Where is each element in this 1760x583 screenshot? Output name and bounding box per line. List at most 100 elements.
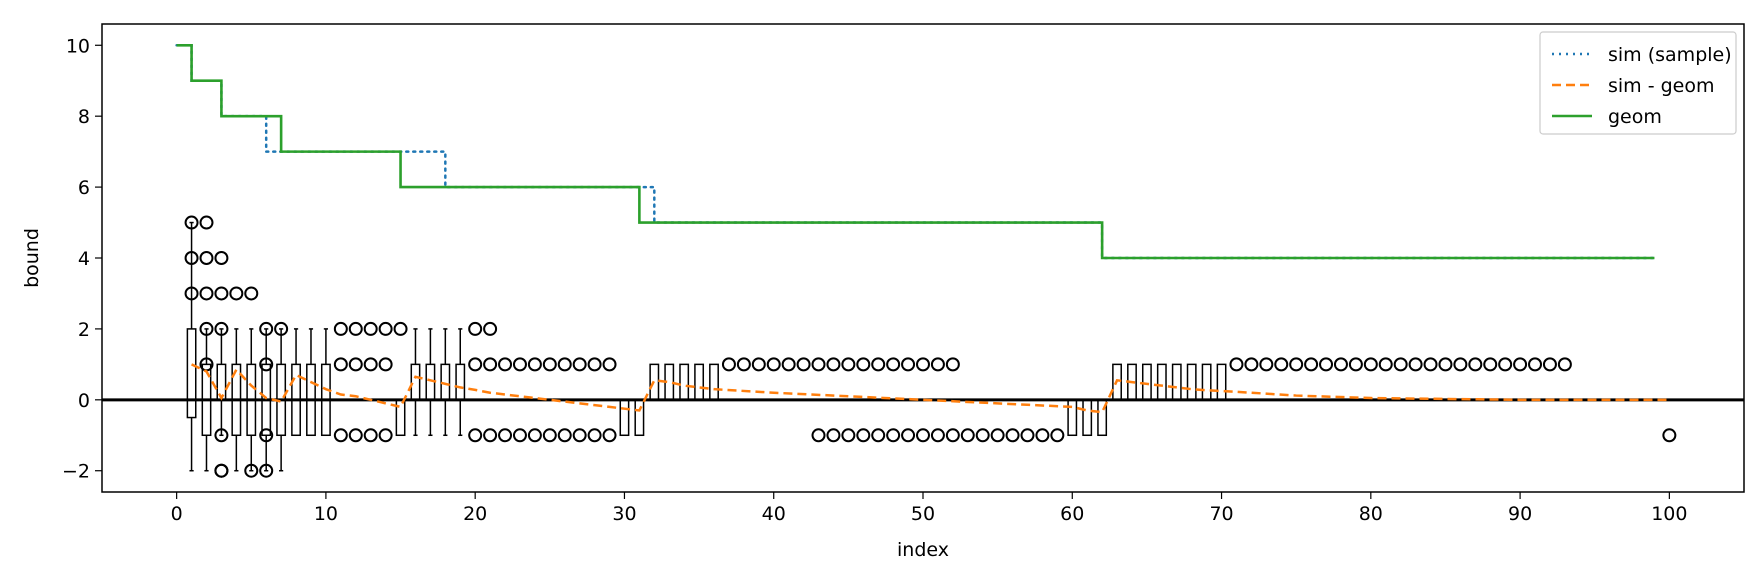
outlier-point	[214, 286, 229, 301]
y-tick-label: 10	[66, 35, 90, 57]
box-body	[1141, 363, 1152, 401]
box-body	[1201, 363, 1212, 401]
x-tick-label: 20	[463, 503, 487, 525]
outlier-point	[393, 321, 408, 336]
outlier-point	[602, 357, 617, 372]
outlier-point	[751, 357, 766, 372]
x-tick-label: 10	[314, 503, 338, 525]
outlier-point	[856, 428, 871, 443]
outlier-point	[542, 428, 557, 443]
outlier-point	[1050, 428, 1065, 443]
outlier-point	[184, 286, 199, 301]
outlier-point	[871, 357, 886, 372]
x-ticks: 0 10 20 30 40 50 60 70 80 90 100	[171, 492, 1687, 525]
series-line-sim-geom	[191, 363, 1670, 414]
outlier-point	[1468, 357, 1483, 372]
outlier-point	[766, 357, 781, 372]
outlier-point	[199, 321, 214, 336]
outlier-point	[811, 357, 826, 372]
outlier-point	[333, 321, 348, 336]
box-body	[291, 363, 301, 437]
x-axis-label: index	[897, 539, 949, 561]
outlier-point	[901, 357, 916, 372]
outlier-point	[1035, 428, 1050, 443]
outlier-point	[796, 357, 811, 372]
outlier-point	[841, 357, 856, 372]
box-body	[320, 363, 331, 437]
outlier-point	[1005, 428, 1020, 443]
outlier-point	[348, 357, 363, 372]
outlier-point	[1020, 428, 1035, 443]
outlier-point	[990, 428, 1005, 443]
outlier-point	[199, 251, 214, 265]
series-group	[175, 43, 1670, 414]
outlier-point	[274, 321, 289, 336]
legend-box	[1539, 31, 1737, 135]
outlier-point	[512, 428, 527, 443]
outlier-point	[1528, 357, 1543, 372]
outlier-point	[1378, 357, 1393, 372]
outlier-point	[259, 357, 274, 372]
outlier-point	[1348, 357, 1363, 372]
series-line-geom	[176, 43, 1655, 260]
outlier-point	[871, 428, 886, 443]
outlier-point	[1453, 357, 1468, 372]
box-body	[1112, 363, 1122, 401]
x-tick-label: 100	[1651, 503, 1687, 525]
outlier-point	[1229, 357, 1244, 372]
outlier-point	[930, 357, 945, 372]
y-tick-label: −2	[62, 461, 90, 483]
box-body	[1067, 399, 1078, 437]
outlier-point	[1363, 357, 1378, 372]
outlier-point	[1274, 357, 1289, 372]
outlier-point	[1304, 357, 1319, 372]
outlier-point	[1408, 357, 1423, 372]
outlier-point	[572, 357, 587, 372]
outlier-point	[1438, 357, 1453, 372]
outlier-point	[975, 428, 990, 443]
outlier-point	[199, 286, 214, 301]
outlier-point	[333, 357, 348, 372]
outlier-point	[826, 357, 841, 372]
outlier-point	[214, 251, 229, 265]
box-body	[1186, 363, 1197, 401]
x-tick-label: 80	[1359, 503, 1383, 525]
outlier-point	[886, 428, 901, 443]
outlier-point	[1259, 357, 1274, 372]
outlier-point	[901, 428, 916, 443]
outlier-point	[214, 321, 229, 336]
outlier-point	[587, 428, 602, 443]
outlier-point	[557, 357, 572, 372]
boxplot-group	[184, 215, 1677, 478]
box-body	[261, 363, 272, 437]
outlier-point	[214, 463, 229, 478]
outlier-point	[1483, 357, 1498, 372]
outlier-point	[229, 286, 244, 301]
legend: sim (sample) sim - geom geom	[1539, 31, 1737, 135]
outlier-point	[945, 428, 960, 443]
outlier-point	[781, 357, 796, 372]
outlier-point	[557, 428, 572, 443]
outlier-point	[348, 428, 363, 443]
x-tick-label: 90	[1508, 503, 1532, 525]
x-tick-label: 40	[762, 503, 786, 525]
outlier-point	[1542, 357, 1557, 372]
outlier-point	[468, 428, 483, 443]
outlier-point	[259, 463, 274, 478]
outlier-point	[856, 357, 871, 372]
outlier-point	[199, 215, 214, 230]
box-body	[1156, 363, 1167, 401]
outlier-point	[811, 428, 826, 443]
box-body	[1082, 399, 1093, 437]
outlier-point	[333, 428, 348, 443]
outlier-point	[886, 357, 901, 372]
box-body	[440, 363, 451, 401]
outlier-point	[602, 428, 617, 443]
outlier-point	[468, 321, 483, 336]
x-tick-label: 50	[911, 503, 935, 525]
outlier-point	[945, 357, 960, 372]
outlier-point	[363, 321, 378, 336]
box-body	[455, 363, 466, 401]
